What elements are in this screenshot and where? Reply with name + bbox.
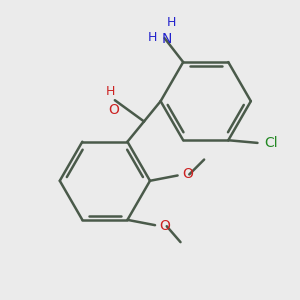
Text: H: H [166,16,176,29]
Text: H: H [148,31,158,44]
Text: H: H [106,85,115,98]
Text: O: O [108,103,119,117]
Text: N: N [162,32,172,46]
Text: Cl: Cl [264,136,278,150]
Text: O: O [182,167,193,182]
Text: O: O [159,219,170,233]
